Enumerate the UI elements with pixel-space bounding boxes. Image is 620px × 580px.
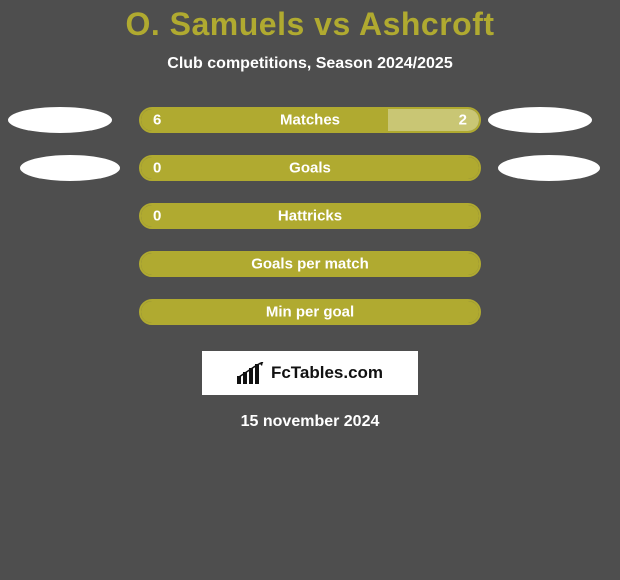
date-text: 15 november 2024 [0, 413, 620, 431]
stat-label: Matches [280, 112, 340, 129]
stat-label: Min per goal [266, 304, 354, 321]
brand-box: FcTables.com [202, 351, 418, 395]
brand-text: FcTables.com [271, 363, 383, 383]
comparison-infographic: O. Samuels vs Ashcroft Club competitions… [0, 0, 620, 580]
stat-bar: 6 2 Matches [139, 107, 481, 133]
stat-left-value: 6 [153, 112, 161, 129]
stat-right-value: 2 [459, 112, 467, 129]
page-title: O. Samuels vs Ashcroft [0, 0, 620, 43]
bars-icon [237, 362, 265, 384]
page-subtitle: Club competitions, Season 2024/2025 [0, 55, 620, 73]
bar-left-segment [141, 109, 388, 131]
stat-row: 0 Goals [0, 155, 620, 181]
player-right-oval [488, 107, 592, 133]
stat-left-value: 0 [153, 208, 161, 225]
stat-bar: Min per goal [139, 299, 481, 325]
stat-bar: 0 Hattricks [139, 203, 481, 229]
player-left-oval [20, 155, 120, 181]
stat-label: Hattricks [278, 208, 342, 225]
player-right-oval [498, 155, 600, 181]
stat-row: 6 2 Matches [0, 107, 620, 133]
player-left-oval [8, 107, 112, 133]
stat-label: Goals [289, 160, 331, 177]
stat-row: Goals per match [0, 251, 620, 277]
comparison-chart: 6 2 Matches 0 Goals 0 Hattricks Goals per match… [0, 107, 620, 325]
stat-row: Min per goal [0, 299, 620, 325]
stat-bar: Goals per match [139, 251, 481, 277]
stat-label: Goals per match [251, 256, 369, 273]
stat-bar: 0 Goals [139, 155, 481, 181]
stat-left-value: 0 [153, 160, 161, 177]
stat-row: 0 Hattricks [0, 203, 620, 229]
